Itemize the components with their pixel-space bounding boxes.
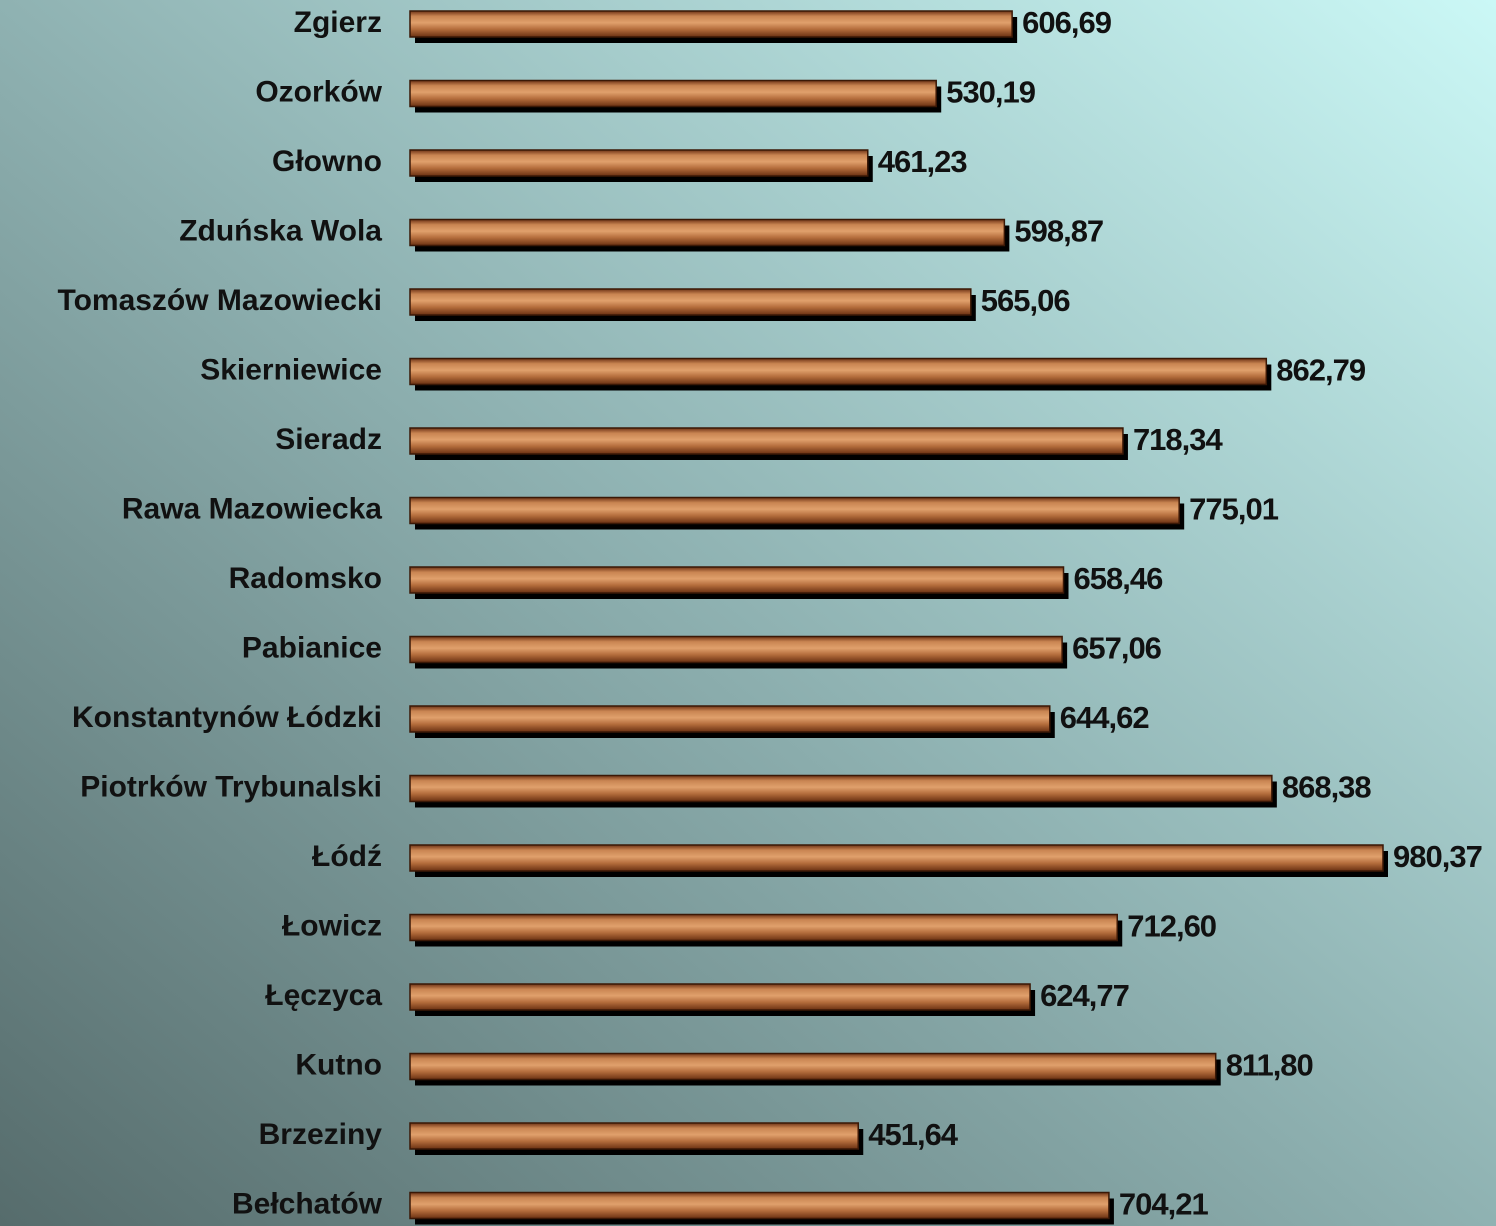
value-label: 657,06 — [1072, 631, 1162, 666]
bar — [409, 774, 1273, 803]
bar — [409, 566, 1065, 594]
bar — [409, 496, 1180, 525]
category-label: Łódź — [312, 840, 382, 873]
category-label: Bełchatów — [232, 1187, 383, 1220]
value-label: 598,87 — [1014, 214, 1103, 249]
bar — [409, 1122, 859, 1150]
bar — [409, 218, 1006, 247]
bar — [409, 149, 869, 177]
value-label: 718,34 — [1133, 422, 1224, 457]
category-label: Zduńska Wola — [179, 214, 382, 247]
value-label: 451,64 — [868, 1117, 959, 1152]
category-label: Skierniewice — [200, 353, 382, 386]
value-label: 868,38 — [1282, 770, 1372, 805]
value-label: 704,21 — [1119, 1187, 1209, 1222]
bar — [409, 913, 1118, 942]
category-label: Piotrków Trybunalski — [80, 770, 382, 803]
category-label: Ozorków — [255, 75, 382, 108]
bar — [409, 1191, 1110, 1220]
bar — [409, 357, 1268, 386]
category-label: Kutno — [295, 1048, 382, 1081]
bar — [409, 288, 972, 316]
category-label: Łęczyca — [265, 979, 382, 1012]
value-label: 530,19 — [946, 75, 1036, 110]
category-label: Sieradz — [275, 423, 382, 456]
category-label: Głowno — [272, 145, 382, 178]
bar — [409, 79, 937, 108]
category-label: Konstantynów Łódzki — [72, 701, 382, 734]
value-label: 712,60 — [1127, 909, 1216, 944]
value-label: 775,01 — [1189, 492, 1279, 527]
category-label: Brzeziny — [259, 1118, 383, 1151]
bar — [409, 10, 1013, 38]
bar — [409, 983, 1031, 1011]
value-label: 461,23 — [878, 144, 968, 179]
category-label: Rawa Mazowiecka — [122, 492, 382, 525]
value-label: 980,37 — [1393, 839, 1482, 874]
category-label: Radomsko — [229, 562, 382, 595]
value-label: 811,80 — [1226, 1048, 1313, 1083]
bar — [409, 705, 1051, 733]
bar — [409, 1052, 1217, 1081]
category-label: Łowicz — [282, 909, 382, 942]
value-label: 624,77 — [1040, 978, 1129, 1013]
value-label: 565,06 — [981, 283, 1071, 318]
category-label: Tomaszów Mazowiecki — [57, 284, 382, 317]
bar — [409, 844, 1384, 872]
value-label: 644,62 — [1060, 700, 1149, 735]
bar — [409, 427, 1124, 455]
value-label: 658,46 — [1074, 561, 1164, 596]
category-label: Pabianice — [242, 631, 382, 664]
bar — [409, 635, 1063, 664]
value-label: 862,79 — [1276, 353, 1366, 388]
category-label: Zgierz — [294, 6, 382, 39]
value-label: 606,69 — [1022, 5, 1112, 40]
